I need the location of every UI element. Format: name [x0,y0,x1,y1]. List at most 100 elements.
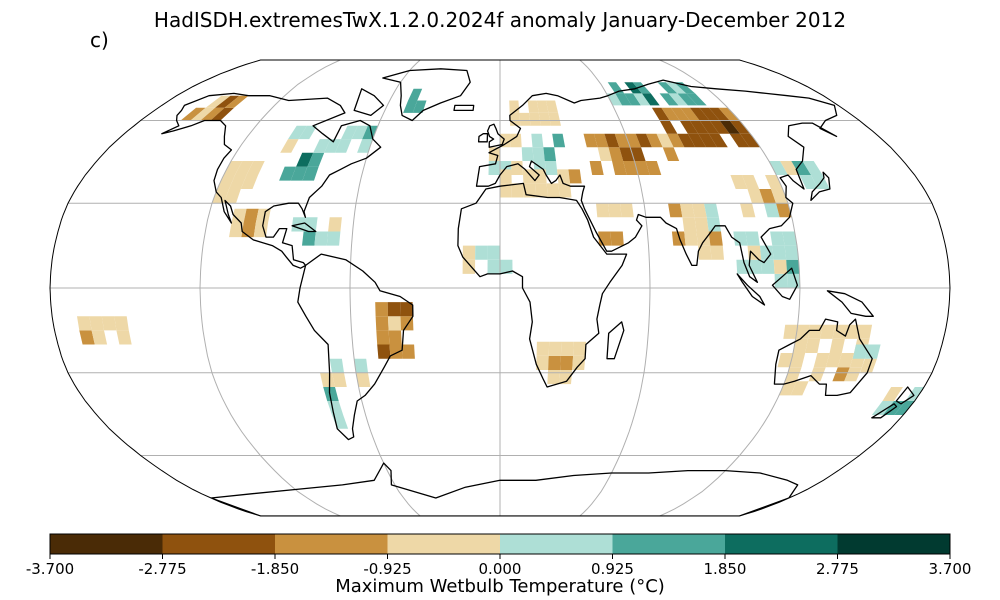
grid-cell [635,133,652,148]
grid-cell [298,125,317,140]
grid-cell [619,147,635,161]
coastline-madagascar [606,321,625,360]
grid-cell [844,367,862,382]
coastline-sumatra [736,273,766,306]
colorbar-bin [387,534,501,554]
grid-cell [328,217,342,232]
grid-cell [608,203,622,218]
grid-cell [545,100,559,113]
grid-cell [573,341,587,356]
grid-cell [772,245,787,260]
colorbar-tick-label: 3.700 [929,560,972,578]
grid-cell [91,330,108,345]
grid-cell [548,341,562,356]
grid-cell [651,107,670,121]
grid-cell [548,355,561,370]
grid-cell [624,93,641,106]
grid-cell [696,231,711,246]
grid-cell [487,245,500,260]
grid-cell [302,166,319,181]
grid-cell [521,147,534,161]
grid-cell [729,120,751,134]
grid-cell [670,107,690,121]
grid-cell [620,203,634,218]
grid-cell [323,387,339,401]
grid-cell [527,100,539,113]
colorbar-bin [162,534,276,554]
colorbar-tick-label: 0.925 [591,560,634,578]
grid-cell [784,245,799,260]
grid-cell [777,353,793,368]
grid-cell [745,231,760,246]
colorbar-bin [837,534,951,554]
grid-cell [665,82,687,94]
grid-cell [832,367,850,382]
grid-cell [805,338,821,353]
grid-cell [215,95,240,108]
grid-cell [634,161,650,175]
grid-cell [529,112,541,126]
grid-cell [882,387,903,401]
colorbar-tick-label: -3.700 [26,560,74,578]
grid-cell [532,147,545,161]
grid-cell [324,139,341,153]
world-map [49,59,951,517]
grid-cell [387,302,401,317]
grid-cell [759,189,776,204]
grid-cell [210,107,235,121]
longitude-line [659,60,801,516]
grid-cell [475,245,488,260]
grid-cell [624,82,642,94]
grid-cell [326,231,341,246]
grid-cell [229,223,244,238]
coastline-baffin [353,88,385,117]
grid-cell [604,133,620,148]
grid-cell [114,316,129,331]
grid-cell [761,259,775,274]
grid-cell [606,93,623,106]
grid-cell [190,107,216,121]
colorbar-bin [275,534,388,554]
grid-cell [837,353,854,368]
grid-cell [77,316,92,331]
grid-cell [747,189,764,204]
grid-cell [354,358,368,373]
grid-cell [290,166,308,181]
grid-cell [684,231,698,246]
grid-cell [764,203,780,218]
coastline-ireland [477,133,489,143]
grid-cell [789,353,806,368]
grid-cell [538,112,551,126]
grid-cell [729,133,750,148]
grid-cell [116,330,132,345]
grid-cell [568,169,582,184]
grid-cell [519,112,531,126]
coastline-new-guinea [826,290,874,317]
grid-cell [659,120,678,134]
colorbar-bin [725,534,838,554]
grid-cell [780,161,800,175]
grid-cell [864,344,881,359]
grid-cell [632,82,651,94]
grid-cell [462,245,476,260]
grid-cell [388,316,401,331]
grid-cell [689,120,709,134]
grid-cell [740,133,761,148]
grid-cell [375,302,388,317]
grid-cell [698,245,712,260]
colorbar-tick-label: 0.000 [479,560,522,578]
grid-cell [807,324,823,339]
grid-cell [255,208,271,223]
grid-cell [335,139,352,153]
grid-cell [180,107,206,121]
grid-cell [782,231,797,246]
grid-cell [589,161,604,175]
grid-cell [205,95,231,108]
grid-cell [708,133,728,148]
grid-cell [659,93,679,106]
grid-cell [692,203,707,218]
grid-cell [641,93,660,106]
grid-cell [535,183,548,198]
grid-cell [680,203,695,218]
grid-cell [597,147,612,161]
